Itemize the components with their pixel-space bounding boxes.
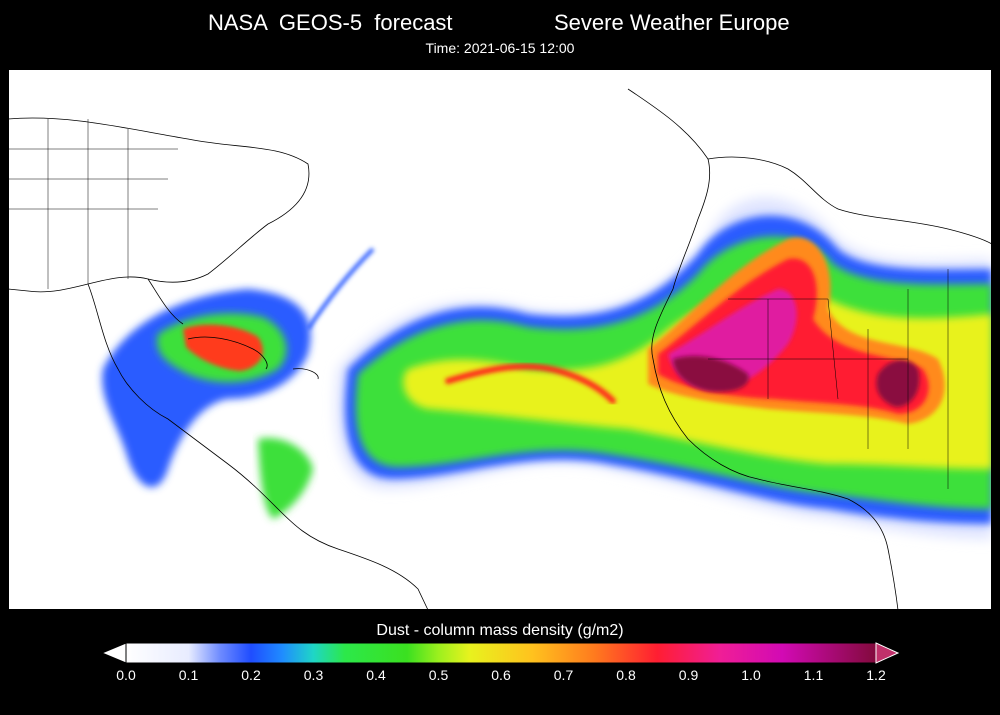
colorbar-tick-label: 0.8 <box>616 667 636 683</box>
borders <box>8 119 949 489</box>
dust-core-east <box>876 359 920 407</box>
coastlines <box>8 88 992 610</box>
dust-arm-north <box>306 247 375 331</box>
colorbar-tick-label: 0.7 <box>553 667 574 683</box>
colorbar-ticks: 0.0 0.1 0.2 0.3 0.4 0.5 0.6 0.7 0.8 0.9 1.0 1.1 1.2 <box>0 667 1000 687</box>
map-title-right: Severe Weather Europe <box>554 10 790 35</box>
colorbar-tick-label: 1.1 <box>803 667 824 683</box>
forecast-time: Time: 2021-06-15 12:00 <box>425 40 575 56</box>
colorbar-title: Dust - column mass density (g/m2) <box>376 622 624 639</box>
colorbar-tick-label: 0.9 <box>678 667 699 683</box>
dust-core-west <box>673 355 749 392</box>
colorbar-tick-label: 0.3 <box>303 667 324 683</box>
dust-plume <box>102 197 992 539</box>
colorbar-tick-label: 1.0 <box>741 667 761 683</box>
dust-central-america <box>258 438 313 519</box>
colorbar <box>100 642 900 664</box>
map-title-left: NASA GEOS-5 forecast <box>208 10 453 35</box>
colorbar-tick-label: 0.0 <box>116 667 136 683</box>
colorbar-under-arrow <box>100 642 127 664</box>
colorbar-tick-label: 0.4 <box>366 667 386 683</box>
colorbar-tick-label: 0.5 <box>428 667 449 683</box>
map-frame <box>8 69 992 610</box>
colorbar-tick-label: 1.2 <box>866 667 886 683</box>
dust-map <box>8 69 992 610</box>
dust-caribbean-hot <box>183 324 263 371</box>
colorbar-tick-label: 0.1 <box>178 667 199 683</box>
colorbar-tick-label: 0.2 <box>241 667 261 683</box>
colorbar-tick-label: 0.6 <box>491 667 511 683</box>
dust-streak <box>445 363 616 404</box>
colorbar-over-arrow <box>875 642 900 664</box>
colorbar-ramp <box>125 642 877 664</box>
